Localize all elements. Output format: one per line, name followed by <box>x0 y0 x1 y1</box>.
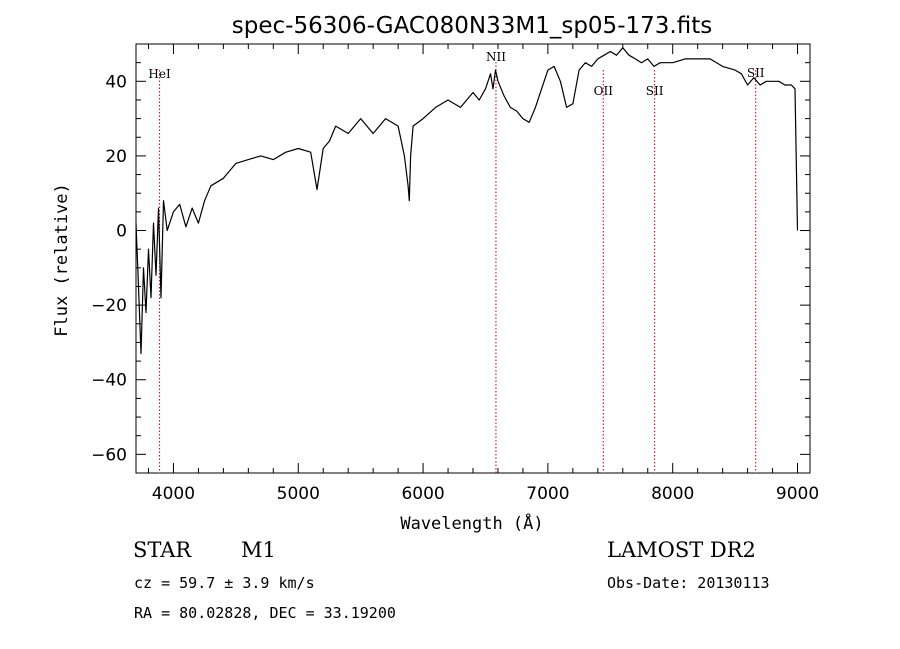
class-label: STAR <box>133 538 192 562</box>
survey-text: LAMOST DR2 <box>607 538 756 562</box>
y-tick-label-1: −40 <box>91 371 127 391</box>
marker-label-0: HeI <box>148 67 171 81</box>
spectral-line-markers: HeI NII OII SII SII <box>148 50 765 473</box>
y-axis-ticks: −60 −40 −20 0 20 40 <box>91 43 810 474</box>
survey-label: LAMOST DR2 <box>607 538 756 562</box>
y-axis-label: Flux (relative) <box>52 183 72 337</box>
chart-title: spec-56306-GAC080N33M1_sp05-173.fits <box>232 13 712 39</box>
y-tick-label-5: 40 <box>105 72 127 92</box>
marker-label-3: SII <box>646 84 664 98</box>
y-tick-label-3: 0 <box>116 222 127 242</box>
object-subclass: M1 <box>241 538 276 562</box>
y-tick-label-4: 20 <box>105 147 127 167</box>
plot-frame <box>135 43 811 474</box>
coordinates-info: RA = 80.02828, DEC = 33.19200 <box>134 604 396 622</box>
marker-label-4: SII <box>747 66 765 80</box>
redshift-info: cz = 59.7 ± 3.9 km/s <box>134 574 315 592</box>
y-tick-label-0: −60 <box>91 445 127 465</box>
obs-date-info: Obs-Date: 20130113 <box>607 574 770 592</box>
x-tick-label-1: 5000 <box>277 484 320 504</box>
subclass-label: M1 <box>241 538 276 562</box>
x-tick-label-3: 7000 <box>526 484 569 504</box>
x-axis-ticks: 4000 5000 6000 7000 8000 9000 <box>147 44 819 504</box>
radec-text: RA = 80.02828, DEC = 33.19200 <box>134 604 396 622</box>
y-tick-label-2: −20 <box>91 296 127 316</box>
cz-text: cz = 59.7 ± 3.9 km/s <box>134 574 315 592</box>
marker-label-1: NII <box>486 50 506 64</box>
x-tick-label-5: 9000 <box>776 484 819 504</box>
object-class: STAR <box>133 538 191 562</box>
x-tick-label-2: 6000 <box>401 484 444 504</box>
spectrum-line <box>135 47 799 355</box>
x-tick-label-0: 4000 <box>152 484 195 504</box>
x-axis-label: Wavelength (Å) <box>400 512 543 534</box>
obs-date-text: Obs-Date: 20130113 <box>607 574 770 592</box>
marker-label-2: OII <box>594 84 614 98</box>
x-tick-label-4: 8000 <box>651 484 694 504</box>
